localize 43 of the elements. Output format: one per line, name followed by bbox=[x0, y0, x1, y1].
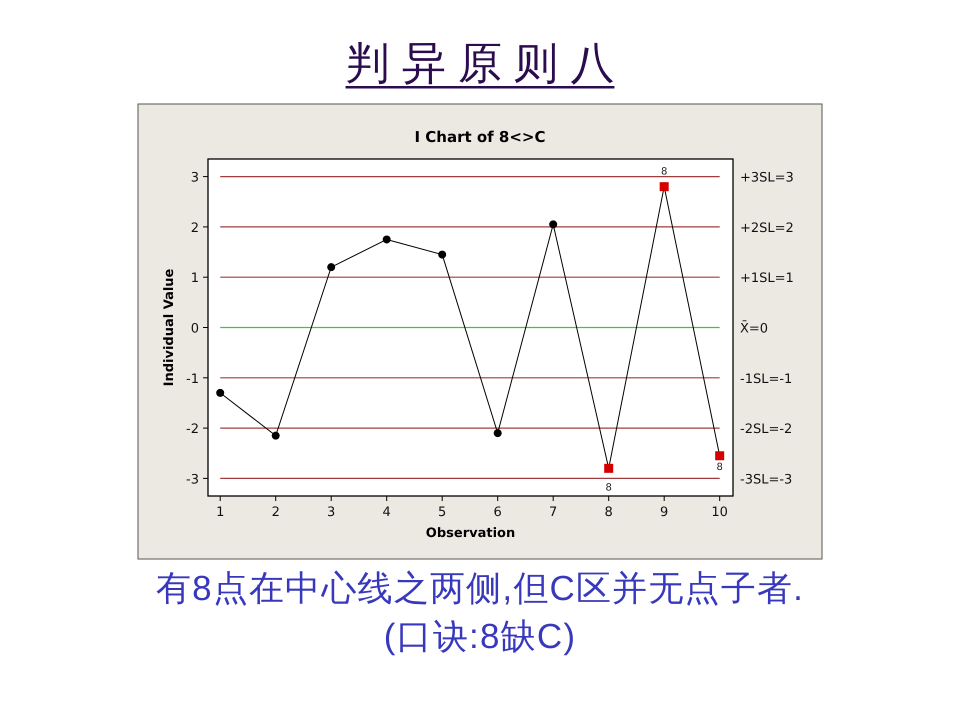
ref-line-label: +1SL=1 bbox=[740, 271, 794, 286]
ref-line-label: -2SL=-2 bbox=[740, 422, 792, 438]
y-tick-label: -2 bbox=[186, 422, 199, 438]
annotation: 8 bbox=[716, 462, 723, 473]
x-tick-label: 1 bbox=[216, 505, 224, 520]
point bbox=[715, 451, 724, 460]
point bbox=[494, 429, 502, 438]
y-axis-title: Individual Value bbox=[162, 268, 177, 386]
point bbox=[327, 263, 336, 272]
x-tick-label: 7 bbox=[549, 505, 558, 520]
x-tick-label: 5 bbox=[438, 505, 446, 520]
ref-line-label: +3SL=3 bbox=[740, 170, 794, 186]
x-axis-title: Observation bbox=[426, 526, 516, 541]
x-tick-label: 9 bbox=[660, 505, 668, 520]
ref-line-label: X̄=0 bbox=[740, 320, 768, 336]
y-tick-label: 2 bbox=[190, 220, 199, 236]
x-tick-label: 3 bbox=[327, 505, 336, 520]
text: 有8点在中心线之两侧,但C区并无点子者. bbox=[156, 569, 804, 608]
annotation: 8 bbox=[660, 166, 668, 178]
chart-subtitle: I Chart of 8<>C bbox=[414, 128, 546, 146]
x-tick-label: 4 bbox=[382, 505, 391, 520]
point bbox=[438, 250, 446, 259]
x-tick-label: 6 bbox=[494, 505, 502, 520]
x-tick-label: 8 bbox=[604, 505, 613, 520]
text: (口诀:8缺C) bbox=[384, 617, 576, 656]
chart-title: 判 异 原 则 八 bbox=[346, 39, 614, 88]
point bbox=[660, 182, 669, 192]
x-tick-label: 10 bbox=[711, 505, 728, 520]
ref-line-label: +2SL=2 bbox=[740, 220, 794, 236]
point bbox=[216, 388, 224, 397]
point bbox=[382, 235, 391, 244]
point bbox=[549, 220, 558, 228]
x-tick-label: 2 bbox=[272, 505, 280, 520]
y-tick-label: 0 bbox=[190, 322, 199, 336]
y-tick-label: 3 bbox=[190, 170, 199, 186]
ref-line-label: -3SL=-3 bbox=[740, 472, 792, 488]
annotation: 8 bbox=[606, 482, 612, 494]
y-tick-label: 1 bbox=[190, 271, 199, 286]
point bbox=[272, 432, 280, 440]
point bbox=[604, 464, 614, 473]
y-tick-label: -3 bbox=[186, 472, 199, 488]
ref-line-label: -1SL=-1 bbox=[740, 372, 792, 387]
y-tick-label: -1 bbox=[186, 372, 199, 387]
